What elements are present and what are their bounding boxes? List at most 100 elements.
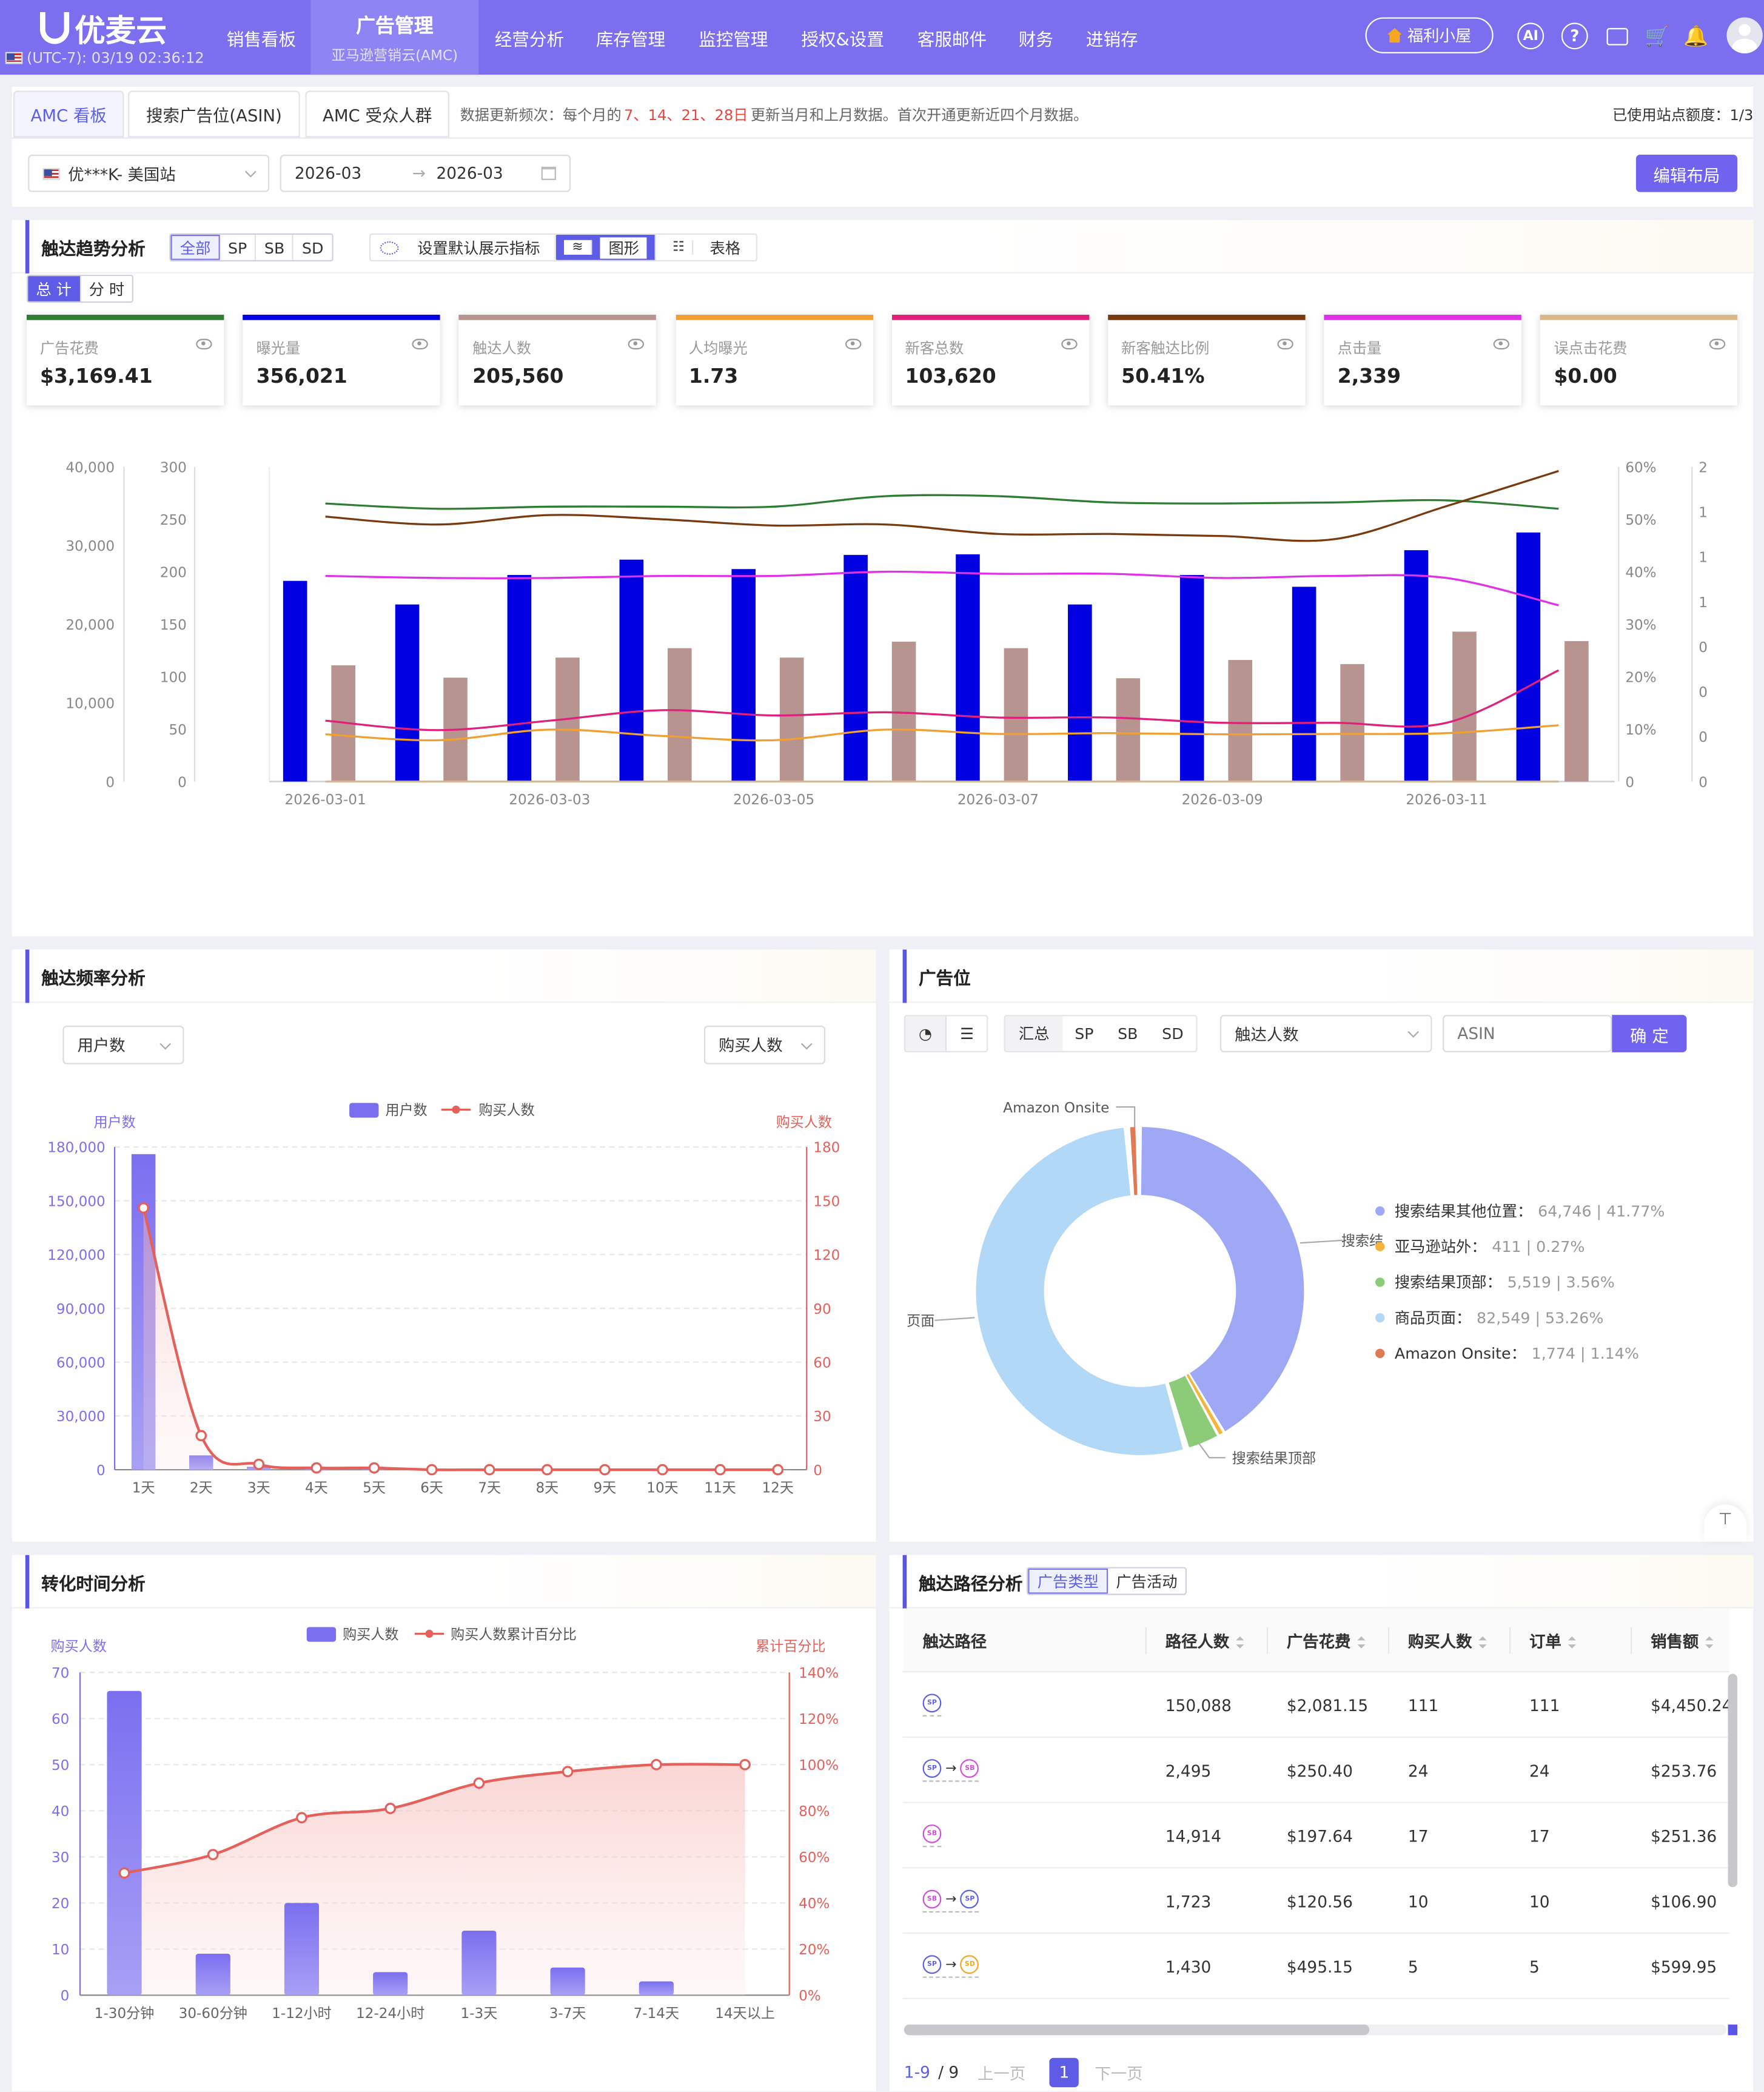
table-row[interactable] [902,1738,1729,1803]
metric-card[interactable]: 误点击花费 $0.00 [1540,314,1738,406]
donut-slice[interactable] [976,1128,1183,1455]
trend-bar[interactable] [1404,550,1429,782]
cumulative-point[interactable] [207,1849,219,1860]
trend-bar[interactable] [1116,678,1141,782]
eye-icon[interactable] [845,338,861,350]
date-start[interactable]: 2026-03 [294,164,362,183]
column-header[interactable]: 购买人数 [1408,1630,1487,1652]
trend-type-sd[interactable]: SD [293,234,332,260]
metric-card[interactable]: 曝光量 356,021 [243,314,441,406]
trend-bar[interactable] [1179,574,1204,782]
trend-bar[interactable] [1516,532,1541,782]
frequency-right-select[interactable]: 购买人数 [703,1025,826,1064]
buyers-point[interactable] [772,1464,784,1476]
donut-slice[interactable] [1141,1126,1304,1431]
tab-amc-dashboard[interactable]: AMC 看板 [13,90,124,138]
ai-icon[interactable]: AI [1517,22,1544,50]
cumulative-point[interactable] [651,1758,662,1771]
buyers-point[interactable] [195,1430,207,1442]
logo[interactable]: 优麦云 [39,5,167,51]
cumulative-point[interactable] [296,1812,307,1824]
cart-icon[interactable]: 🛒 [1645,24,1670,49]
placement-type-sd[interactable]: SD [1150,1016,1196,1051]
conversion-bar[interactable] [373,1972,408,1996]
trend-bar[interactable] [619,559,644,782]
column-header[interactable]: 广告花费 [1287,1630,1366,1652]
trend-line-series[interactable] [325,494,1559,510]
edit-layout-button[interactable]: 编辑布局 [1635,155,1738,192]
mode-total[interactable]: 总 计 [28,276,81,301]
nav-customer-mail[interactable]: 客服邮件 [917,30,987,50]
eye-icon[interactable] [1277,338,1293,350]
trend-bar[interactable] [843,554,868,782]
placement-type-sp[interactable]: SP [1062,1016,1106,1051]
mode-hourly[interactable]: 分 时 [81,276,133,301]
frequency-legend[interactable]: 用户数 购买人数 [349,1103,535,1118]
confirm-button[interactable]: 确 定 [1612,1015,1687,1052]
tab-search-placement-asin[interactable]: 搜索广告位(ASIN) [128,90,300,138]
conversion-bar[interactable] [284,1903,320,1996]
pie-view-icon[interactable]: ◔ [905,1016,947,1051]
date-end[interactable]: 2026-03 [436,164,503,183]
pager-prev[interactable]: 上一页 [977,2063,1026,2083]
buyers-line[interactable] [142,1207,778,1471]
trend-chart[interactable]: 010,00020,00030,00040,000050100150200250… [12,420,1754,847]
buyers-point[interactable] [657,1464,668,1476]
view-table[interactable]: ☷ 表格 [656,234,757,260]
trend-bar[interactable] [507,574,532,782]
buyers-point[interactable] [714,1464,726,1476]
cumulative-point[interactable] [118,1867,130,1879]
donut-legend-item[interactable]: 亚马逊站外： 411 | 0.27% [1375,1238,1585,1256]
trend-bar[interactable] [1292,587,1316,782]
trend-bar[interactable] [779,658,804,782]
table-row[interactable] [902,1803,1729,1869]
sort-icon[interactable] [1357,1635,1366,1649]
sort-icon[interactable] [1478,1635,1487,1649]
cumulative-point[interactable] [562,1766,574,1778]
cumulative-line[interactable] [124,1763,745,1875]
sort-icon[interactable] [1236,1635,1244,1649]
trend-type-all[interactable]: 全部 [170,234,220,260]
asin-input[interactable] [1443,1015,1612,1052]
donut-legend-item[interactable]: Amazon Onsite： 1,774 | 1.14% [1375,1345,1639,1362]
help-icon[interactable]: ? [1561,22,1588,50]
cumulative-point[interactable] [384,1803,397,1814]
buyers-point[interactable] [368,1462,380,1474]
conversion-bar[interactable] [550,1967,585,1996]
buyers-point[interactable] [541,1464,553,1476]
nav-auth-settings[interactable]: 授权&设置 [801,30,884,50]
buyers-point[interactable] [138,1202,149,1214]
trend-bar[interactable] [668,648,692,782]
trend-bar[interactable] [395,604,420,782]
metric-card[interactable]: 广告花费 $3,169.41 [26,314,224,406]
buyers-point[interactable] [310,1462,323,1474]
conversion-bar[interactable] [639,1981,674,1996]
trend-type-sp[interactable]: SP [220,234,257,260]
list-view-icon[interactable]: ☰ [947,1016,987,1051]
column-header[interactable]: 触达路径 [923,1630,987,1652]
buyers-point[interactable] [426,1464,438,1476]
eye-icon[interactable] [412,338,429,350]
placement-type-sb[interactable]: SB [1105,1016,1150,1051]
set-default-metrics-button[interactable]: 设置默认展示指标 [369,233,559,261]
conversion-bar[interactable] [107,1690,142,1996]
avatar-icon[interactable] [1726,17,1763,53]
vertical-scrollbar[interactable] [1728,1673,1738,1888]
nav-sales-dashboard[interactable]: 销售看板 [226,30,297,50]
eye-icon[interactable] [1061,338,1078,350]
metric-card[interactable]: 点击量 2,339 [1324,314,1522,406]
eye-icon[interactable] [196,338,212,350]
conversion-bar[interactable] [195,1953,230,1996]
path-tab-ad-type[interactable]: 广告类型 [1028,1568,1108,1594]
message-icon[interactable] [1604,22,1631,49]
nav-monitoring[interactable]: 监控管理 [699,30,768,50]
donut-slice[interactable] [1130,1127,1138,1196]
donut-slice[interactable] [1186,1374,1223,1435]
donut-legend-item[interactable]: 商品页面： 82,549 | 53.26% [1375,1309,1603,1327]
trend-bar[interactable] [1068,604,1092,782]
donut-legend-item[interactable]: 搜索结果其他位置： 64,746 | 41.77% [1375,1202,1665,1220]
trend-line-series[interactable] [325,669,1559,732]
